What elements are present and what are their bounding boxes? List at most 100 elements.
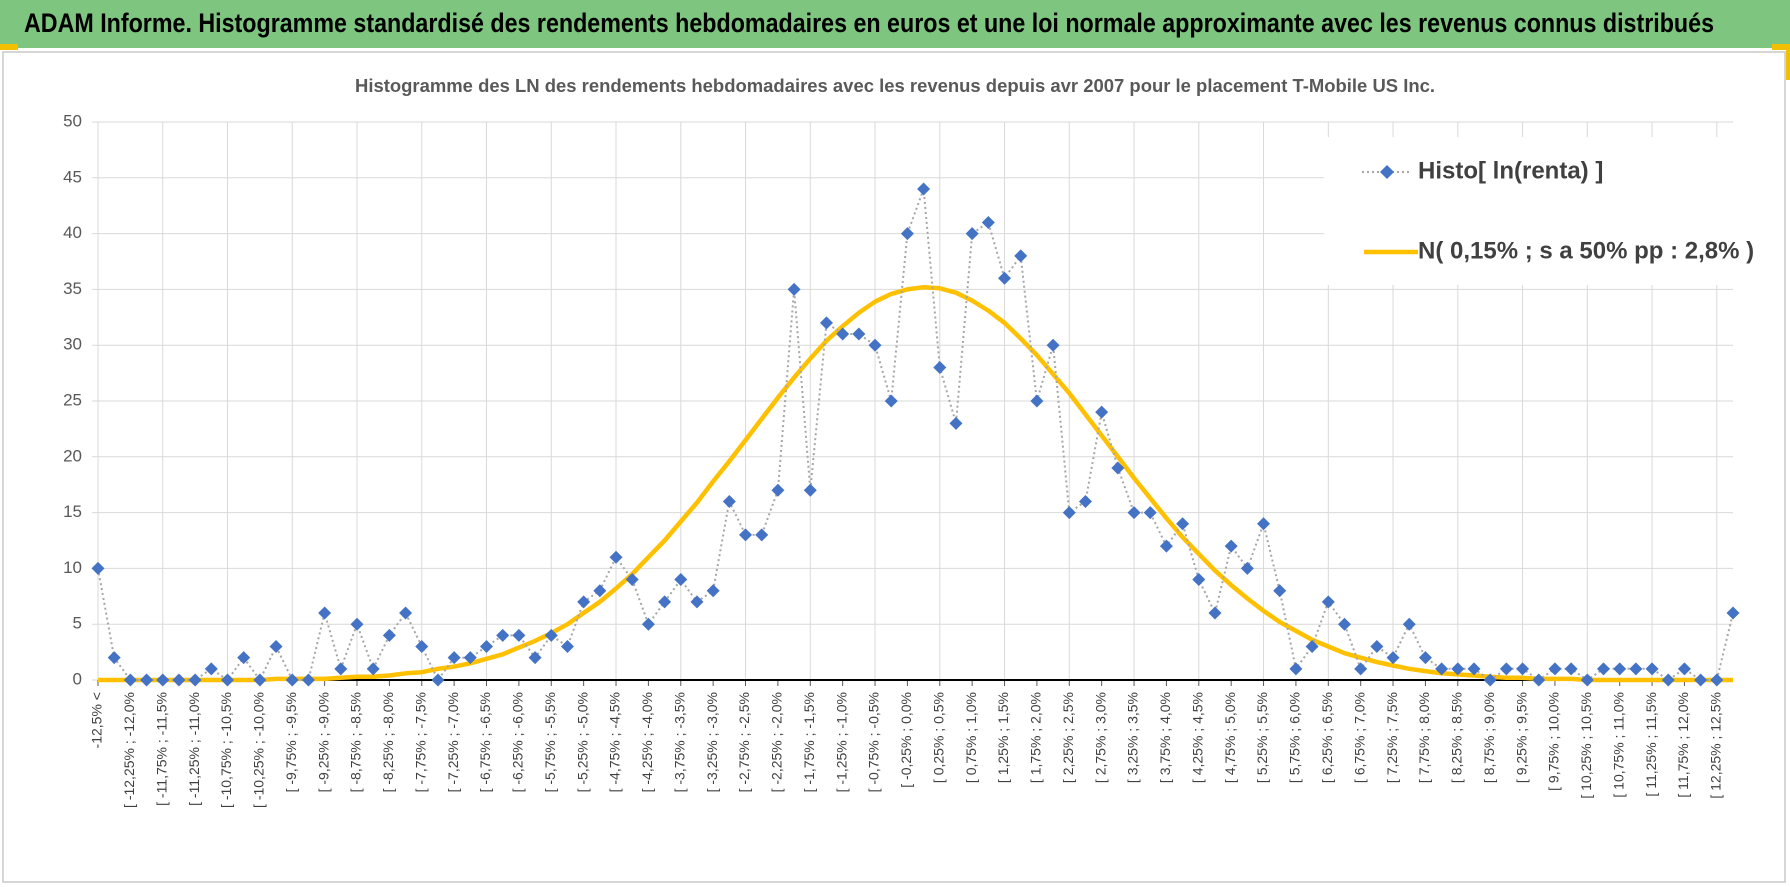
x-tick-label: [ -5,25% ; -5,0% [574, 692, 590, 792]
grid: 0 5 10 15 20 25 30 35 40 45 50 -12,5% < [ -12,25% ; … [63, 111, 1733, 808]
x-tick-label: [ 12,25% ; 12,5% [1708, 692, 1724, 799]
data-point [560, 640, 574, 654]
data-point [237, 651, 251, 665]
header-banner [0, 0, 1790, 48]
data-point [1159, 539, 1173, 553]
data-point [204, 662, 218, 676]
data-point [1014, 249, 1028, 263]
x-tick-label: [ -7,75% ; -7,5% [412, 692, 428, 792]
data-point [658, 595, 672, 609]
data-point [528, 651, 542, 665]
x-tick-label: [ -11,25% ; -11,0% [186, 692, 202, 806]
data-point [577, 595, 591, 609]
data-point [334, 662, 348, 676]
y-tick-label: 25 [63, 390, 82, 409]
data-point [107, 651, 121, 665]
data-point [399, 606, 413, 620]
data-point [382, 628, 396, 642]
corner-accent [0, 44, 18, 50]
data-point [981, 215, 995, 229]
data-point [803, 483, 817, 497]
data-point [1516, 662, 1530, 676]
data-point [1435, 662, 1449, 676]
x-tick-label: [ -9,75% ; -9,5% [283, 692, 299, 792]
data-point [1127, 506, 1141, 520]
y-tick-label: 0 [73, 669, 82, 688]
x-tick-label: [ -2,75% ; -2,5% [736, 692, 752, 792]
data-point [1564, 662, 1578, 676]
data-point [269, 640, 283, 654]
data-point [285, 673, 299, 687]
data-point [1030, 394, 1044, 408]
data-point [253, 673, 267, 687]
x-tick-label: [ 4,25% ; 4,5% [1189, 692, 1205, 783]
data-point [1257, 517, 1271, 531]
y-tick-label: 50 [63, 111, 82, 130]
edge-accent [1786, 50, 1790, 80]
legend-label: Histo[ ln(renta) ] [1418, 157, 1603, 184]
x-tick-label: [ -0,75% ; -0,5% [866, 692, 882, 792]
x-tick-label: [ 7,75% ; 8,0% [1416, 692, 1432, 783]
x-tick-label: [ 10,75% ; 11,0% [1610, 692, 1626, 798]
data-point [593, 584, 607, 598]
data-point [140, 673, 154, 687]
data-point [819, 316, 833, 330]
data-point [1289, 662, 1303, 676]
x-tick-label: [ 1,25% ; 1,5% [995, 692, 1011, 783]
data-point [1321, 595, 1335, 609]
x-tick-label: [ 4,75% ; 5,0% [1222, 692, 1238, 783]
x-tick-label: [ -9,25% ; -9,0% [315, 692, 331, 792]
data-point [1337, 617, 1351, 631]
data-point [739, 528, 753, 542]
x-tick-label: [ -10,25% ; -10,0% [251, 692, 267, 808]
x-tick-label: [ 5,75% ; 6,0% [1287, 692, 1303, 783]
data-point [1596, 662, 1610, 676]
data-point [463, 651, 477, 665]
data-point [998, 271, 1012, 285]
data-point [1111, 461, 1125, 475]
data-point [1629, 662, 1643, 676]
x-tick-label: [ -1,75% ; -1,5% [801, 692, 817, 792]
data-point [641, 617, 655, 631]
x-tick-label: [ 11,75% ; 12,0% [1675, 692, 1691, 798]
data-point [1548, 662, 1562, 676]
data-point [1078, 494, 1092, 508]
data-point [221, 673, 235, 687]
data-point [836, 327, 850, 341]
legend-box [1324, 137, 1734, 285]
data-point [884, 394, 898, 408]
data-point [674, 573, 688, 587]
x-tick-label: [ 3,25% ; 3,5% [1125, 692, 1141, 783]
data-point [156, 673, 170, 687]
data-point [1677, 662, 1691, 676]
data-point [787, 282, 801, 296]
x-tick-label: [ 0,75% ; 1,0% [963, 692, 979, 783]
x-tick-label: [ -6,25% ; -6,0% [510, 692, 526, 792]
data-point [1305, 640, 1319, 654]
data-point [447, 651, 461, 665]
y-tick-label: 35 [63, 279, 82, 298]
x-tick-label: [ -3,75% ; -3,5% [671, 692, 687, 792]
x-tick-label: [ -12,25% ; -12,0% [121, 692, 137, 808]
x-tick-label: -12,5% < [89, 692, 105, 748]
data-point [1580, 673, 1594, 687]
data-point [755, 528, 769, 542]
data-point [480, 640, 494, 654]
data-point [172, 673, 186, 687]
plot [91, 182, 1740, 687]
data-point [625, 573, 639, 587]
data-point [1370, 640, 1384, 654]
data-point [1532, 673, 1546, 687]
x-tick-label: [ 8,25% ; 8,5% [1449, 692, 1465, 783]
data-point [1095, 405, 1109, 419]
data-point [949, 416, 963, 430]
data-point [123, 673, 137, 687]
data-point [1499, 662, 1513, 676]
x-tick-label: [ 0,25% ; 0,5% [930, 692, 946, 783]
x-tick-label: [ 6,75% ; 7,0% [1351, 692, 1367, 783]
data-point [609, 550, 623, 564]
legend-marker [1380, 165, 1394, 179]
series-line [98, 284, 1733, 683]
data-point [1726, 606, 1740, 620]
